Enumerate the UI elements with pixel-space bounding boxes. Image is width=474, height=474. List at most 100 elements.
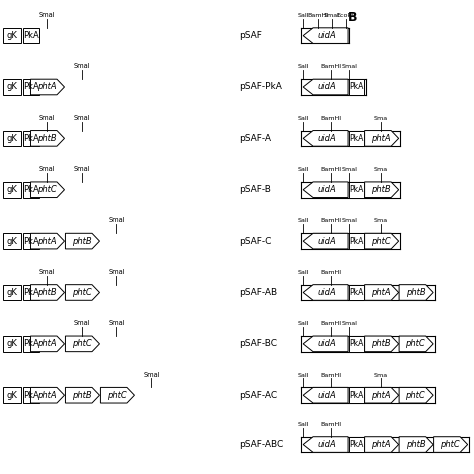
Text: pSAF-C: pSAF-C xyxy=(239,237,272,246)
Text: Sma: Sma xyxy=(374,167,388,172)
Text: SalI: SalI xyxy=(297,321,309,326)
Text: phtC: phtC xyxy=(37,185,56,194)
Bar xyxy=(3,182,21,198)
Text: SmaI: SmaI xyxy=(73,320,90,326)
Text: BamHI: BamHI xyxy=(320,321,341,326)
Bar xyxy=(23,387,39,403)
Text: SmaI: SmaI xyxy=(38,269,55,275)
Polygon shape xyxy=(365,182,399,198)
Text: B: B xyxy=(348,11,357,24)
Text: SalI: SalI xyxy=(297,13,309,18)
Text: SmaI: SmaI xyxy=(38,166,55,172)
Text: PkA: PkA xyxy=(23,134,39,143)
Text: SmaI: SmaI xyxy=(143,372,160,378)
Polygon shape xyxy=(65,387,100,403)
Bar xyxy=(3,79,21,95)
Polygon shape xyxy=(365,387,399,403)
Text: phtB: phtB xyxy=(37,288,56,297)
Polygon shape xyxy=(30,79,64,95)
Text: SalI: SalI xyxy=(297,219,309,223)
Text: phtA: phtA xyxy=(37,391,56,400)
Text: SmaI: SmaI xyxy=(341,321,357,326)
Text: phtB: phtB xyxy=(72,391,91,400)
Polygon shape xyxy=(365,233,399,249)
Bar xyxy=(3,130,21,146)
Text: BamHI: BamHI xyxy=(320,373,341,378)
Text: SalI: SalI xyxy=(297,422,309,427)
Bar xyxy=(348,79,364,95)
Text: pSAF-BC: pSAF-BC xyxy=(239,339,277,348)
Text: PkA: PkA xyxy=(23,288,39,297)
Polygon shape xyxy=(30,182,64,198)
Text: pSAF-AC: pSAF-AC xyxy=(239,391,277,400)
Text: pSAF-B: pSAF-B xyxy=(239,185,271,194)
Polygon shape xyxy=(399,437,433,452)
Polygon shape xyxy=(399,387,433,403)
Text: phtC: phtC xyxy=(440,440,460,449)
Polygon shape xyxy=(30,285,64,301)
Polygon shape xyxy=(65,233,100,249)
Polygon shape xyxy=(303,79,348,95)
Text: phtC: phtC xyxy=(72,288,91,297)
Text: phtA: phtA xyxy=(37,237,56,246)
Text: phtB: phtB xyxy=(371,185,391,194)
Text: pSAF-A: pSAF-A xyxy=(239,134,271,143)
Polygon shape xyxy=(65,336,100,352)
Text: phtB: phtB xyxy=(406,288,425,297)
Text: phtC: phtC xyxy=(405,339,425,348)
Polygon shape xyxy=(65,285,100,301)
Text: BamHI: BamHI xyxy=(320,219,341,223)
Text: phtA: phtA xyxy=(371,440,391,449)
Text: SmaI: SmaI xyxy=(341,64,357,69)
Bar xyxy=(23,79,39,95)
Text: PkA: PkA xyxy=(23,82,39,91)
Polygon shape xyxy=(100,387,135,403)
Text: BamHI: BamHI xyxy=(320,116,341,121)
Text: PkA: PkA xyxy=(349,134,364,143)
Text: phtB: phtB xyxy=(406,440,425,449)
Text: pSAF-AB: pSAF-AB xyxy=(239,288,277,297)
Text: SmaI: SmaI xyxy=(108,269,125,275)
Text: BamHI: BamHI xyxy=(320,422,341,427)
Text: Sma: Sma xyxy=(374,219,388,223)
Bar xyxy=(348,130,364,146)
Text: uidA: uidA xyxy=(317,134,336,143)
Text: SmaI: SmaI xyxy=(38,12,55,18)
Text: phtA: phtA xyxy=(371,288,391,297)
Text: phtA: phtA xyxy=(371,134,391,143)
Text: uidA: uidA xyxy=(317,339,336,348)
Text: SmaI: SmaI xyxy=(341,167,357,172)
Text: gK: gK xyxy=(7,339,18,348)
Bar xyxy=(348,336,364,352)
Text: phtC: phtC xyxy=(72,339,91,348)
Bar xyxy=(348,437,364,452)
Bar xyxy=(23,233,39,249)
Text: SmaI: SmaI xyxy=(108,320,125,326)
Text: SalI: SalI xyxy=(297,64,309,69)
Text: PkA: PkA xyxy=(349,391,364,400)
Text: SmaI: SmaI xyxy=(324,13,339,18)
Text: gK: gK xyxy=(7,31,18,40)
Text: SalI: SalI xyxy=(297,167,309,172)
Text: SalI: SalI xyxy=(297,373,309,378)
Text: uidA: uidA xyxy=(317,31,336,40)
Text: uidA: uidA xyxy=(317,288,336,297)
Polygon shape xyxy=(303,437,348,452)
Bar xyxy=(23,336,39,352)
Text: phtA: phtA xyxy=(371,391,391,400)
Text: BamHI: BamHI xyxy=(320,64,341,69)
Polygon shape xyxy=(303,182,348,198)
Text: PkA: PkA xyxy=(349,82,364,91)
Text: PkA: PkA xyxy=(349,185,364,194)
Polygon shape xyxy=(399,336,433,352)
Text: SmaI: SmaI xyxy=(108,218,125,223)
Text: uidA: uidA xyxy=(317,82,336,91)
Text: SmaI: SmaI xyxy=(38,115,55,121)
Text: gK: gK xyxy=(7,82,18,91)
Text: phtC: phtC xyxy=(371,237,391,246)
Text: PkA: PkA xyxy=(23,237,39,246)
Text: phtA: phtA xyxy=(37,339,56,348)
Polygon shape xyxy=(30,233,64,249)
Text: PkA: PkA xyxy=(349,288,364,297)
Text: EcoRI: EcoRI xyxy=(337,13,355,18)
